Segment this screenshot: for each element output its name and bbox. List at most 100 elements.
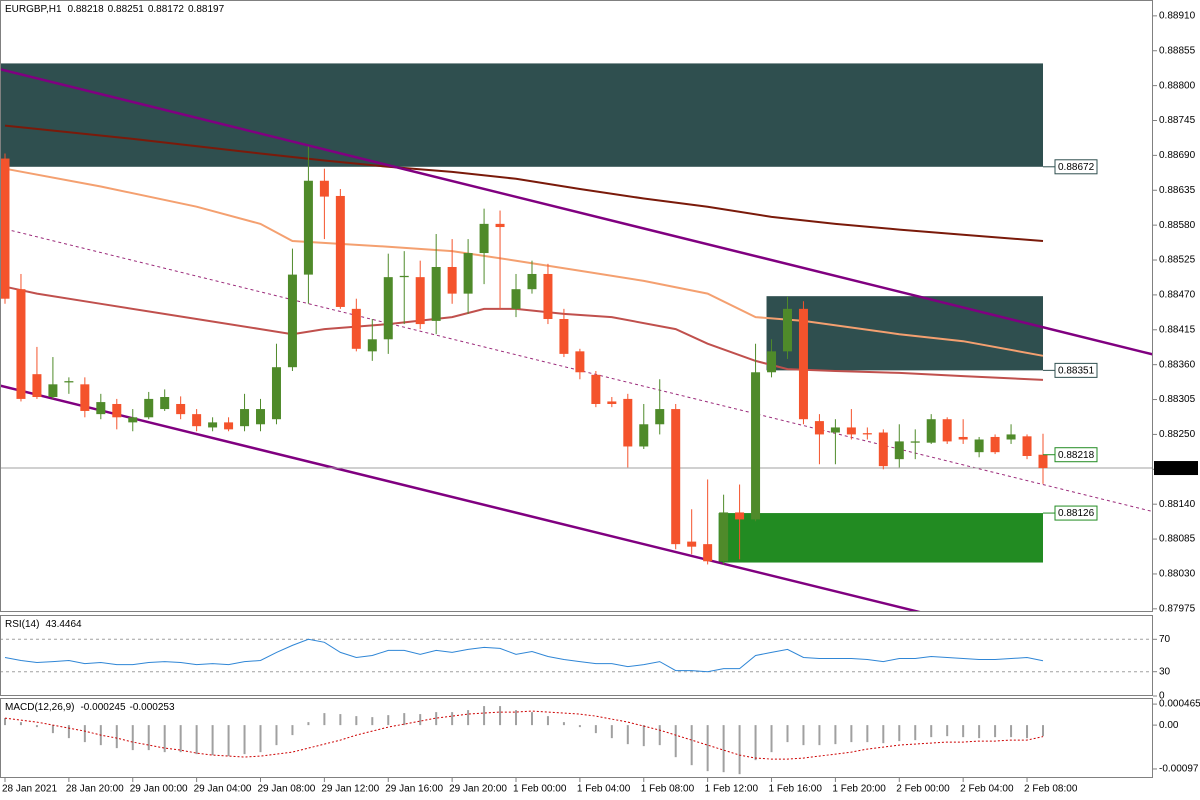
indicator-line xyxy=(4,638,1044,673)
histogram-bar xyxy=(451,712,454,726)
candle-body xyxy=(926,419,936,443)
candle-body xyxy=(559,319,569,354)
histogram-bar xyxy=(291,725,294,736)
candle-body xyxy=(415,277,425,325)
y-tick-label: 0.88525 xyxy=(1159,255,1196,266)
candle-body xyxy=(383,277,393,340)
x-tick-label: 29 Jan 16:00 xyxy=(385,784,443,795)
histogram-bar xyxy=(35,725,38,728)
candle-body xyxy=(271,367,281,420)
candle-body xyxy=(1006,434,1016,440)
header-value: -0.000253 xyxy=(130,702,175,713)
panel-header: RSI(14) 43.4464 xyxy=(5,619,82,630)
histogram-bar xyxy=(163,725,166,753)
panel-frame xyxy=(0,698,1153,778)
candle-body xyxy=(399,275,409,278)
candle-body xyxy=(447,266,457,294)
candle-body xyxy=(80,384,90,411)
histogram-bar xyxy=(323,713,326,726)
x-tick-label: 1 Feb 20:00 xyxy=(832,784,886,795)
candle-body xyxy=(814,421,824,435)
histogram-bar xyxy=(770,725,773,753)
histogram-bar xyxy=(994,725,997,738)
x-tick-label: 2 Feb 08:00 xyxy=(1024,784,1078,795)
candle-body xyxy=(240,409,250,427)
histogram-bar xyxy=(962,725,965,738)
y-tick-label: -0.00097 xyxy=(1159,764,1199,775)
candle-body xyxy=(160,397,170,410)
y-tick-label: 0.88580 xyxy=(1159,220,1196,231)
candle-body xyxy=(176,403,186,415)
header-value: -0.000245 xyxy=(80,702,125,713)
histogram-bar xyxy=(754,725,757,761)
candle-body xyxy=(511,289,521,309)
level-label-box xyxy=(1054,159,1098,175)
candle-body xyxy=(367,339,377,352)
candle-body xyxy=(128,417,138,423)
header-value: 0.88172 xyxy=(148,4,185,15)
histogram-bar xyxy=(594,725,597,734)
histogram-bar xyxy=(802,725,805,746)
histogram-bar xyxy=(562,722,565,726)
candle-body xyxy=(990,436,1000,453)
y-tick-label: 0.88250 xyxy=(1159,429,1196,440)
histogram-bar xyxy=(259,725,262,753)
candle-body xyxy=(495,223,505,228)
histogram-bar xyxy=(467,710,470,726)
candle-body xyxy=(479,223,489,254)
candle-body xyxy=(431,266,441,321)
candle-body xyxy=(862,433,872,435)
panel-header: MACD(12,26,9) -0.000245 -0.000253 xyxy=(5,702,175,713)
last-price-box xyxy=(1154,461,1198,476)
panel-header: EURGBP,H1 0.88218 0.88251 0.88172 0.88197 xyxy=(5,4,225,15)
histogram-bar xyxy=(499,706,502,726)
histogram-bar xyxy=(690,725,693,766)
histogram-bar xyxy=(419,714,422,726)
level-label-box xyxy=(1054,447,1098,463)
y-tick-label: 0.88690 xyxy=(1159,150,1196,161)
y-tick-label: 70 xyxy=(1159,634,1171,645)
candle-body xyxy=(319,180,329,197)
histogram-bar xyxy=(1026,725,1029,739)
candle-body xyxy=(1038,454,1048,469)
candle-body xyxy=(543,273,553,320)
zone xyxy=(766,296,1043,371)
header-title: RSI(14) xyxy=(5,619,39,630)
candle-body xyxy=(894,441,904,460)
histogram-bar xyxy=(483,706,486,726)
histogram-bar xyxy=(19,722,22,726)
candle-body xyxy=(798,308,808,420)
candle-body xyxy=(958,436,968,440)
histogram-bar xyxy=(898,725,901,742)
y-tick-label: 0.87975 xyxy=(1159,603,1196,614)
candle-body xyxy=(671,409,681,545)
x-tick-label: 28 Jan 2021 xyxy=(2,784,57,795)
x-tick-label: 1 Feb 00:00 xyxy=(513,784,567,795)
candle-body xyxy=(224,422,234,430)
histogram-bar xyxy=(914,725,917,741)
panel-2 xyxy=(4,706,1044,775)
header-title: EURGBP,H1 xyxy=(5,4,62,15)
histogram-bar xyxy=(818,725,821,746)
level-label-box xyxy=(1054,362,1098,378)
candle-body xyxy=(208,422,218,428)
histogram-bar xyxy=(275,725,278,746)
panel-1 xyxy=(0,638,1153,673)
x-tick-label: 29 Jan 00:00 xyxy=(130,784,188,795)
histogram-bar xyxy=(67,725,70,739)
candle-body xyxy=(607,401,617,404)
y-tick-label: 0.88745 xyxy=(1159,115,1196,126)
y-tick-label: 0.88030 xyxy=(1159,569,1196,580)
candle-body xyxy=(32,374,42,398)
y-tick-label: 0.88305 xyxy=(1159,394,1196,405)
level-label: 0.88126 xyxy=(1058,508,1095,519)
y-tick-label: 0.00 xyxy=(1159,720,1179,731)
candle-body xyxy=(719,512,729,562)
histogram-bar xyxy=(738,725,741,775)
candle-body xyxy=(48,384,58,398)
histogram-bar xyxy=(179,725,182,753)
candle-body xyxy=(64,381,74,383)
candle-body xyxy=(575,351,585,373)
candle-body xyxy=(192,414,202,427)
